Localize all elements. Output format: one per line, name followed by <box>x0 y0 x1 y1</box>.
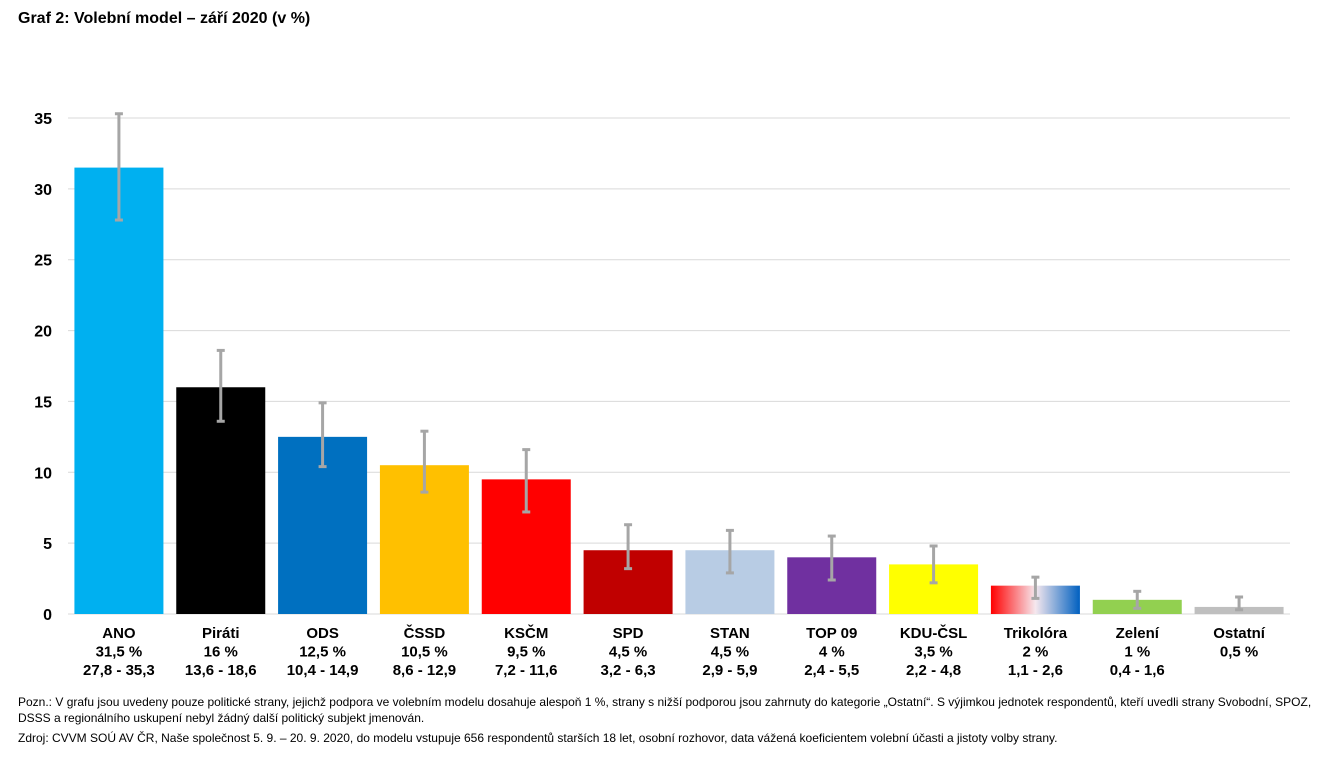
value-label: 4,5 % <box>609 644 647 661</box>
bars <box>74 167 1284 614</box>
range-label: 27,8 - 35,3 <box>83 662 155 679</box>
range-label: 7,2 - 11,6 <box>495 662 558 679</box>
range-label: 13,6 - 18,6 <box>185 662 257 679</box>
gridlines <box>68 117 1290 615</box>
error-bars <box>114 112 1244 612</box>
category-label: Ostatní <box>1213 625 1266 642</box>
range-label: 2,2 - 4,8 <box>906 662 961 679</box>
value-label: 12,5 % <box>299 644 346 661</box>
range-label: 3,2 - 6,3 <box>601 662 656 679</box>
value-label: 3,5 % <box>914 644 952 661</box>
y-tick-label: 5 <box>43 536 52 553</box>
category-label: ANO <box>102 625 136 642</box>
category-label: TOP 09 <box>806 625 857 642</box>
range-label: 8,6 - 12,9 <box>393 662 456 679</box>
range-label: 10,4 - 14,9 <box>287 662 359 679</box>
y-tick-label: 10 <box>34 465 52 482</box>
value-label: 9,5 % <box>507 644 545 661</box>
y-tick-label: 20 <box>34 324 52 341</box>
bar <box>176 387 266 614</box>
range-label: 2,9 - 5,9 <box>702 662 757 679</box>
category-label: KDU-ČSL <box>900 624 968 642</box>
y-axis-ticks: 0 5 10 15 20 25 30 35 <box>34 111 52 624</box>
bar-chart: 0 5 10 15 20 25 30 35 ANO 31,5 %27,8 - 35,3 Pirát… <box>34 111 1290 679</box>
y-tick-label: 35 <box>34 111 52 128</box>
source-note: Zdroj: CVVM SOÚ AV ČR, Naše společnost 5… <box>18 731 1058 745</box>
value-label: 4,5 % <box>711 644 749 661</box>
value-label: 0,5 % <box>1220 644 1258 661</box>
category-label: ODS <box>306 625 339 642</box>
range-label: 2,4 - 5,5 <box>804 662 859 679</box>
range-label: 0,4 - 1,6 <box>1110 662 1165 679</box>
value-label: 1 % <box>1124 644 1150 661</box>
footnote: Pozn.: V grafu jsou uvedeny pouze politi… <box>18 695 1312 725</box>
value-label: 2 % <box>1022 644 1048 661</box>
category-label: Trikolóra <box>1004 625 1068 642</box>
category-label: STAN <box>710 625 750 642</box>
category-labels: ANO 31,5 %27,8 - 35,3 Piráti 16 %13,6 - 18,… <box>83 624 1266 679</box>
y-tick-label: 0 <box>43 607 52 624</box>
category-label: Piráti <box>202 625 240 642</box>
category-label: ČSSD <box>404 624 446 642</box>
y-tick-label: 15 <box>34 394 52 411</box>
y-tick-label: 25 <box>34 253 52 270</box>
category-label: KSČM <box>504 624 548 642</box>
value-label: 10,5 % <box>401 644 448 661</box>
value-label: 16 % <box>204 644 238 661</box>
category-label: SPD <box>613 625 644 642</box>
value-label: 4 % <box>819 644 845 661</box>
chart-title: Graf 2: Volební model – září 2020 (v %) <box>18 10 311 27</box>
y-tick-label: 30 <box>34 182 52 199</box>
range-label: 1,1 - 2,6 <box>1008 662 1063 679</box>
bar <box>74 167 164 614</box>
value-label: 31,5 % <box>96 644 143 661</box>
category-label: Zelení <box>1116 625 1160 642</box>
